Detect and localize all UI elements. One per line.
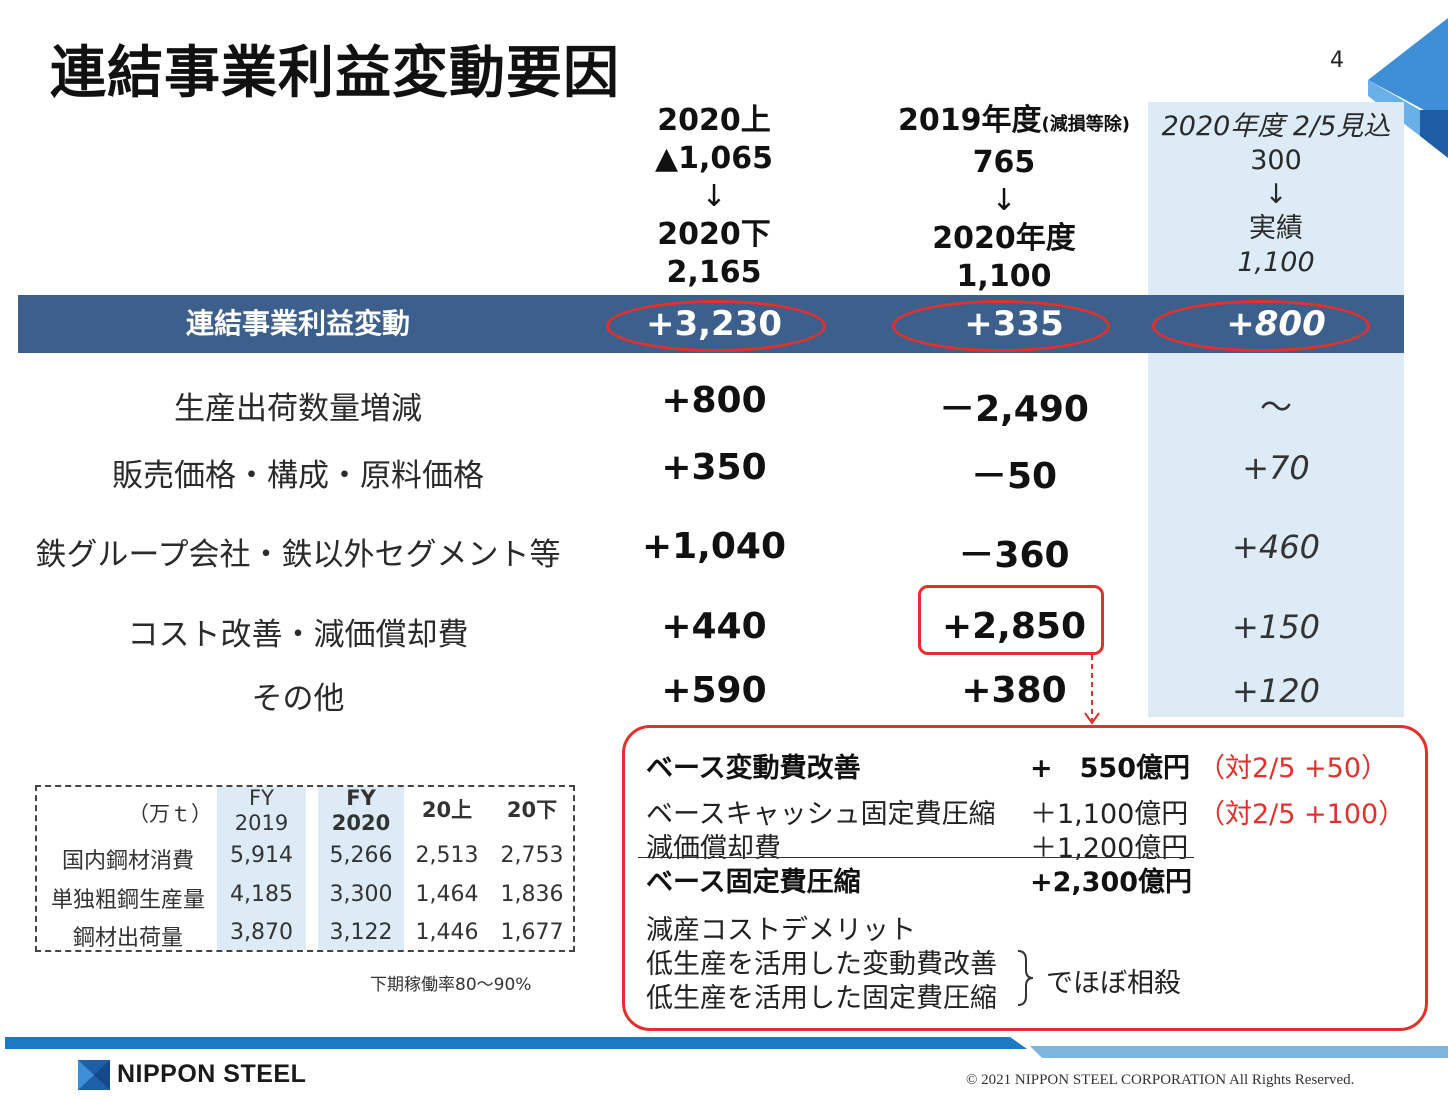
col3-to-label: 実績 xyxy=(1249,213,1303,244)
row-value: +120 xyxy=(1232,672,1320,710)
corner-decoration-icon xyxy=(1368,18,1448,158)
row-label: 生産出荷数量増減 xyxy=(174,391,422,427)
detail-text: 低生産を活用した固定費圧縮 xyxy=(646,983,997,1014)
row-value: +70 xyxy=(1242,449,1310,487)
row-value: +2,850 xyxy=(941,606,1087,647)
row-value: +350 xyxy=(661,447,767,488)
table-cell: 5,914 xyxy=(230,843,293,868)
row-value: +800 xyxy=(661,380,767,421)
table-cell: 1,677 xyxy=(500,920,564,945)
table-cell: 4,185 xyxy=(230,882,293,907)
detail-text: 減産コストデメリット xyxy=(646,915,916,946)
col1-to-label: 2020下 xyxy=(657,217,771,252)
col1-from-label: 2020上 xyxy=(657,103,771,138)
highlight-ellipse xyxy=(1152,300,1370,352)
col3-from-label: 2020年度 2/5見込 xyxy=(1161,111,1391,142)
row-value: ～ xyxy=(1259,388,1292,426)
row-value: +440 xyxy=(661,606,767,647)
table-header: FY 2019 xyxy=(234,786,289,835)
table-cell: 5,266 xyxy=(329,843,393,868)
col2-header: 2019年度(減損等除) 765 ↓ 2020年度 1,100 xyxy=(874,102,1154,296)
footer-stripe-decoration xyxy=(1010,1037,1448,1058)
down-arrow-icon: ↓ xyxy=(1264,179,1288,210)
row-value: －50 xyxy=(970,456,1058,497)
down-arrow-icon: ↓ xyxy=(701,179,727,214)
table-unit: （万ｔ） xyxy=(128,802,212,826)
table-header: FY 2020 xyxy=(331,786,391,835)
col2-from-label: 2019年度 xyxy=(898,103,1042,138)
forecast-column-shade xyxy=(1148,102,1404,717)
sum-divider xyxy=(638,857,1194,858)
col2-from-value: 765 xyxy=(972,145,1036,180)
table-row-label: 単独粗鋼生産量 xyxy=(50,888,205,913)
table-shade-fy2019 xyxy=(217,787,306,950)
right-brace-icon xyxy=(1017,950,1034,1006)
table-row-label: 国内鋼材消費 xyxy=(61,849,194,874)
detail-label: ベース変動費改善 xyxy=(646,753,861,784)
table-cell: 2,753 xyxy=(500,843,564,868)
detail-value: +2,300億円 xyxy=(1030,867,1193,898)
table-shade-fy2020 xyxy=(318,787,404,950)
production-table xyxy=(35,785,575,952)
col2-to-value: 1,100 xyxy=(956,259,1052,294)
detail-label: 減価償却費 xyxy=(646,833,781,864)
band-label: 連結事業利益変動 xyxy=(185,307,410,340)
table-header: 20下 xyxy=(506,798,558,822)
row-label: その他 xyxy=(251,681,345,717)
col2-from-note: (減損等除) xyxy=(1041,114,1130,135)
col3-to-value: 1,100 xyxy=(1237,247,1315,278)
highlight-ellipse xyxy=(892,300,1110,352)
col1-to-value: 2,165 xyxy=(666,255,762,290)
table-cell: 1,836 xyxy=(500,882,564,907)
down-arrow-icon: ↓ xyxy=(991,183,1017,218)
page-title: 連結事業利益変動要因 xyxy=(50,41,620,106)
row-value: +150 xyxy=(1232,608,1320,646)
detail-value: + 550億円 xyxy=(1030,753,1190,784)
col3-from-value: 300 xyxy=(1250,145,1302,176)
table-cell: 3,122 xyxy=(329,920,393,945)
table-cell: 3,300 xyxy=(329,882,393,907)
row-value: +460 xyxy=(1232,528,1320,566)
row-value: －360 xyxy=(958,535,1070,576)
row-label: 鉄グループ会社・鉄以外セグメント等 xyxy=(35,537,561,573)
detail-note: （対2/5 +50） xyxy=(1198,753,1389,784)
row-label: コスト改善・減価償却費 xyxy=(127,617,469,653)
table-cell: 3,870 xyxy=(230,920,293,945)
row-value: +590 xyxy=(661,670,767,711)
offset-note: でほぼ相殺 xyxy=(1046,968,1181,999)
copyright: © 2021 NIPPON STEEL CORPORATION All Righ… xyxy=(966,1072,1355,1088)
col2-to-label: 2020年度 xyxy=(932,221,1076,256)
highlight-box xyxy=(918,585,1104,655)
nippon-steel-logo-icon xyxy=(78,1060,110,1090)
row-value: －2,490 xyxy=(939,389,1089,430)
table-cell: 2,513 xyxy=(415,843,479,868)
detail-text: 低生産を活用した変動費改善 xyxy=(646,949,997,980)
row-value: +380 xyxy=(961,670,1067,711)
table-cell: 1,464 xyxy=(415,882,479,907)
table-row-label: 鋼材出荷量 xyxy=(72,926,183,951)
company-logo-text: NIPPON STEEL xyxy=(117,1060,307,1088)
table-header: 20上 xyxy=(421,798,473,822)
detail-label: ベースキャッシュ固定費圧縮 xyxy=(646,799,996,830)
cost-detail-box xyxy=(622,725,1428,1031)
row-value: +1,040 xyxy=(641,526,787,567)
dashed-arrow-icon xyxy=(1084,655,1100,725)
highlight-ellipse xyxy=(606,300,826,352)
col1-header: 2020上 ▲1,065 ↓ 2020下 2,165 xyxy=(584,102,844,292)
table-note: 下期稼働率80～90% xyxy=(370,975,532,995)
col1-from-value: ▲1,065 xyxy=(655,141,773,176)
detail-value: ＋1,100億円 xyxy=(1030,799,1189,830)
table-cell: 1,446 xyxy=(415,920,479,945)
page-number: 4 xyxy=(1330,48,1344,73)
detail-value: ＋1,200億円 xyxy=(1030,833,1189,864)
detail-note: （対2/5 +100） xyxy=(1198,799,1406,830)
row-label: 販売価格・構成・原料価格 xyxy=(112,458,484,494)
detail-label: ベース固定費圧縮 xyxy=(646,867,861,898)
col3-header: 2020年度 2/5見込 300 ↓ 実績 1,100 xyxy=(1148,110,1404,280)
